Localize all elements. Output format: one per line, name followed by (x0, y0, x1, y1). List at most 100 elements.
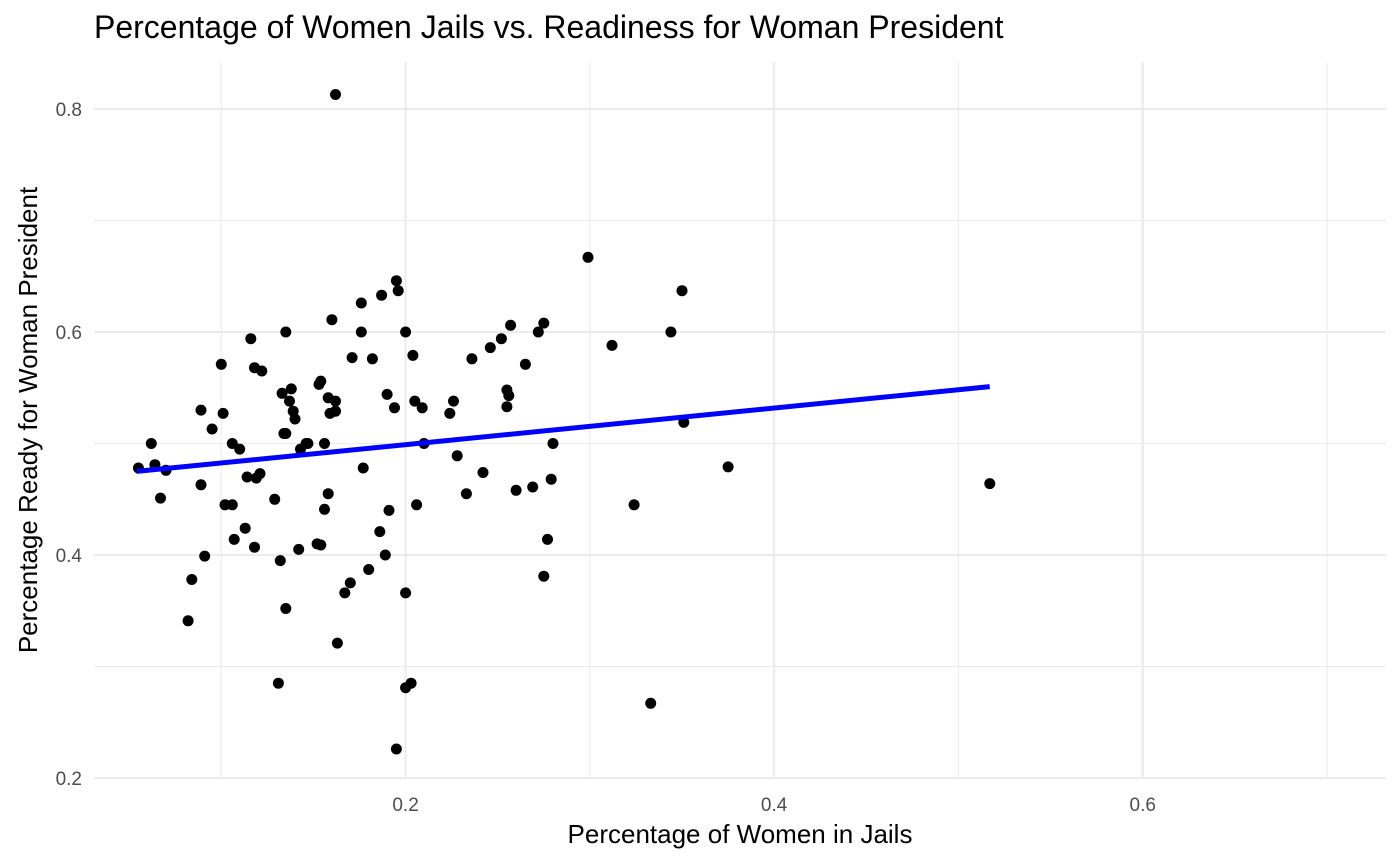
data-point (182, 615, 194, 627)
data-point (326, 314, 338, 326)
data-point (250, 472, 262, 484)
data-point (324, 407, 336, 419)
data-point (280, 603, 292, 614)
data-point (344, 577, 356, 589)
y-tick-label: 0.4 (56, 546, 83, 567)
data-point (339, 587, 351, 599)
data-point (477, 467, 489, 478)
data-point (519, 358, 531, 370)
data-point (389, 402, 400, 414)
data-point (289, 413, 301, 425)
data-point (239, 522, 251, 534)
data-point (272, 677, 284, 689)
data-point (390, 743, 402, 755)
data-point (319, 503, 330, 515)
data-point (331, 637, 343, 649)
y-axis-title: Percentage Ready for Woman President (13, 186, 43, 653)
data-point (293, 543, 305, 555)
data-point (155, 492, 166, 504)
data-point (315, 375, 327, 387)
data-point (284, 395, 295, 407)
data-point (376, 289, 388, 301)
data-point (400, 682, 412, 694)
data-point (274, 555, 286, 567)
data-point (444, 407, 456, 419)
data-point (195, 404, 207, 416)
data-point (645, 697, 657, 709)
data-point (676, 285, 688, 297)
trend-line (136, 384, 991, 474)
data-point (330, 89, 341, 100)
data-point (228, 533, 240, 545)
data-point (400, 326, 412, 338)
data-point (226, 499, 238, 511)
grid-lines (94, 62, 1386, 779)
data-point (217, 407, 229, 419)
y-tick-label: 0.8 (56, 100, 82, 121)
data-point (628, 499, 640, 511)
data-point (538, 317, 550, 329)
data-point (195, 479, 207, 491)
data-point (199, 550, 211, 562)
data-point (538, 570, 550, 582)
data-point (416, 402, 428, 414)
data-point (315, 539, 327, 551)
data-point (276, 387, 288, 399)
data-point (390, 275, 402, 287)
chart-title: Percentage of Women Jails vs. Readiness … (94, 9, 1004, 45)
data-point (501, 401, 513, 413)
data-point (409, 395, 421, 407)
data-point (280, 428, 292, 439)
data-point (400, 587, 412, 599)
data-point (269, 493, 281, 505)
data-point (357, 462, 369, 474)
data-point (510, 484, 522, 496)
data-point (582, 251, 594, 263)
data-point (295, 443, 306, 455)
data-point (234, 443, 246, 455)
x-tick-label: 0.4 (761, 795, 788, 816)
data-point (527, 481, 539, 493)
axis-tick-labels: 0.2 0.4 0.6 0.2 0.4 0.6 0.8 (56, 100, 1156, 816)
data-point (245, 333, 257, 345)
y-tick-label: 0.6 (56, 323, 82, 344)
data-point (484, 342, 496, 354)
data-point (374, 526, 386, 538)
data-point (322, 488, 334, 500)
data-point (285, 383, 297, 395)
data-point (460, 488, 472, 500)
data-point (355, 297, 367, 309)
data-point (249, 541, 260, 553)
data-point (363, 564, 375, 575)
data-point (545, 473, 557, 485)
data-point (379, 549, 391, 561)
data-point (407, 349, 419, 361)
data-point (319, 438, 330, 449)
data-point (381, 388, 393, 400)
x-tick-label: 0.6 (1130, 795, 1156, 816)
data-point (256, 365, 268, 377)
data-point (411, 499, 423, 511)
data-point (206, 423, 218, 435)
data-point (280, 326, 292, 338)
data-point (330, 395, 341, 407)
data-point (448, 395, 459, 407)
data-point (145, 438, 157, 449)
data-point (466, 353, 478, 365)
data-point (346, 352, 358, 364)
data-point (984, 478, 996, 490)
data-point (503, 390, 515, 402)
data-point (241, 471, 253, 483)
data-point (505, 319, 517, 331)
data-point (355, 326, 367, 338)
data-point (186, 574, 198, 585)
data-point (215, 358, 227, 370)
x-tick-label: 0.2 (392, 795, 418, 816)
data-point (722, 461, 734, 473)
data-point (495, 333, 507, 345)
data-point (532, 326, 544, 338)
y-tick-label: 0.2 (56, 769, 82, 790)
data-points (132, 89, 996, 755)
data-point (547, 438, 559, 449)
